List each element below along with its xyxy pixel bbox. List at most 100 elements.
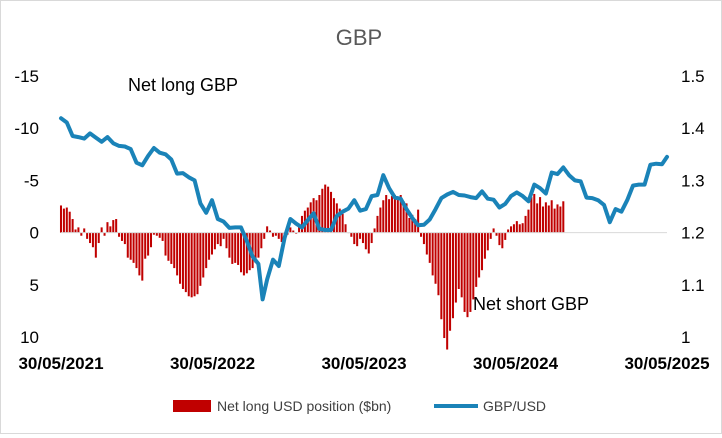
bar [187, 232, 190, 297]
left-tick-label: 10 [20, 328, 39, 347]
line-point [118, 145, 120, 147]
bar [280, 232, 283, 242]
right-tick-label: 1.3 [681, 171, 705, 190]
line-point [411, 217, 413, 219]
bar-series [59, 184, 565, 350]
line-point [170, 158, 172, 161]
bar [126, 232, 129, 258]
bar [123, 232, 126, 245]
bar [161, 232, 164, 241]
bar [103, 232, 106, 236]
line-point [164, 153, 167, 155]
legend: Net long USD position ($bn) GBP/USD [173, 398, 546, 414]
bar [472, 232, 475, 300]
line-point [83, 138, 85, 140]
bar [97, 232, 100, 244]
right-tick-label: 1.1 [681, 276, 705, 295]
bar [251, 232, 254, 269]
bar [402, 201, 405, 233]
left-tick-label: -10 [14, 119, 39, 138]
bar [62, 208, 65, 233]
line-point [522, 195, 524, 197]
bar [562, 201, 565, 233]
bar [80, 232, 83, 236]
bar [298, 226, 301, 233]
bar [405, 203, 408, 233]
left-tick-label: 0 [30, 224, 39, 243]
x-tick-label: 30/05/2025 [624, 354, 709, 373]
bar [129, 232, 132, 260]
bar [202, 232, 205, 278]
left-axis: -15 -10 -5 0 5 10 [14, 67, 39, 347]
line-point [194, 179, 196, 181]
bar [266, 226, 269, 233]
bar [274, 232, 277, 236]
bar [388, 199, 391, 233]
bar [225, 232, 228, 249]
bar [518, 224, 521, 233]
bar [521, 223, 524, 233]
x-axis: 30/05/2021 30/05/2022 30/05/2023 30/05/2024… [18, 354, 709, 373]
bar [446, 232, 449, 350]
bar [68, 211, 71, 233]
line-point [318, 228, 320, 230]
bar [486, 232, 489, 251]
bar [190, 232, 193, 298]
right-axis: 1 1.1 1.2 1.3 1.4 1.5 [681, 67, 705, 347]
left-tick-label: 5 [30, 276, 39, 295]
bar [318, 195, 321, 233]
bar [289, 227, 292, 233]
bar [547, 205, 550, 233]
line-point [429, 218, 431, 221]
line-point [400, 198, 402, 200]
bar [112, 220, 115, 233]
right-tick-label: 1.5 [681, 67, 705, 86]
line-point [435, 208, 437, 210]
line-point [284, 237, 286, 239]
bar [170, 232, 173, 264]
bar [228, 232, 231, 258]
bar [449, 232, 452, 331]
bar [437, 232, 440, 296]
line-point [223, 221, 225, 223]
bar [196, 232, 199, 295]
bar [155, 232, 158, 236]
line-point [394, 197, 396, 199]
line-point [626, 199, 628, 201]
bar [411, 214, 414, 233]
line-point [510, 195, 512, 197]
bar [263, 232, 266, 239]
bar [515, 221, 518, 233]
bar [120, 232, 123, 241]
bar [370, 232, 373, 244]
bar [559, 206, 562, 233]
bar [210, 232, 213, 255]
line-point [376, 194, 379, 196]
bar [118, 232, 121, 237]
legend-bar-swatch [173, 400, 211, 412]
line-point [147, 155, 149, 157]
line-point [106, 136, 109, 138]
line-point [342, 211, 344, 213]
annotation-net-short: Net short GBP [473, 294, 589, 314]
x-tick-label: 30/05/2022 [170, 354, 255, 373]
bar [138, 232, 141, 276]
bar [422, 232, 425, 245]
bar [466, 232, 469, 318]
bar [181, 232, 184, 289]
line-point [141, 164, 143, 166]
line-point [580, 180, 582, 182]
bar [356, 232, 359, 247]
line-point [644, 184, 646, 186]
bar [353, 232, 356, 245]
bar [292, 230, 295, 233]
bar [373, 228, 376, 233]
line-point [347, 208, 349, 210]
bar [341, 213, 344, 233]
bar [533, 193, 536, 233]
line-point [66, 121, 68, 124]
bar [234, 232, 237, 263]
bar [541, 206, 544, 233]
bar [539, 197, 542, 233]
